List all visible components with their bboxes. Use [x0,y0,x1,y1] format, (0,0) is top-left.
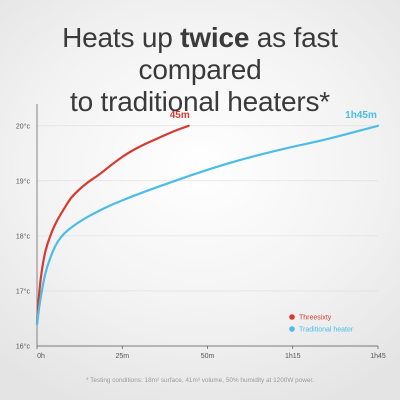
y-tick-label: 20°c [16,122,31,130]
x-tick-label: 1h15 [285,353,301,360]
threesixty-curve [35,124,190,326]
threesixty-end-label: 45m [170,110,190,121]
legend-threesixty-label: Threesixty [299,315,332,322]
headline-line-2: to traditional heaters* [69,86,330,117]
footnote: * Testing conditions: 18m² surface, 41m³… [86,377,314,384]
y-tick-label: 17°c [16,287,31,295]
legend-threesixty-marker [289,314,295,320]
traditional-heater-curve [35,124,380,326]
legend-traditional-heater-marker [289,326,295,332]
legend-traditional-heater-label: Traditional heater [299,327,354,334]
x-tick-label: 25m [115,353,129,360]
axes: 16°c 17°c 18°c 19°c 20°c 0h 25m 50m 1h15 1h45 [16,104,386,360]
traditional-end-label: 1h45m [345,110,377,121]
legend: Threesixty Traditional heater [289,314,354,334]
headline: Heats up twice as fast compared to tradi… [0,22,400,118]
x-tick-label: 50m [201,353,215,360]
x-tick-label: 1h45 [370,353,386,360]
series: 45m 1h45m [35,110,380,326]
headline-text-end: as fast compared [138,22,339,85]
y-tick-label: 16°c [16,343,31,351]
headline-text-start: Heats up [62,22,181,53]
y-tick-label: 18°c [16,232,31,240]
y-tick-label: 19°c [16,177,31,185]
x-tick-label: 0h [37,353,45,360]
headline-emphasis: twice [180,22,250,53]
grid [37,125,378,292]
